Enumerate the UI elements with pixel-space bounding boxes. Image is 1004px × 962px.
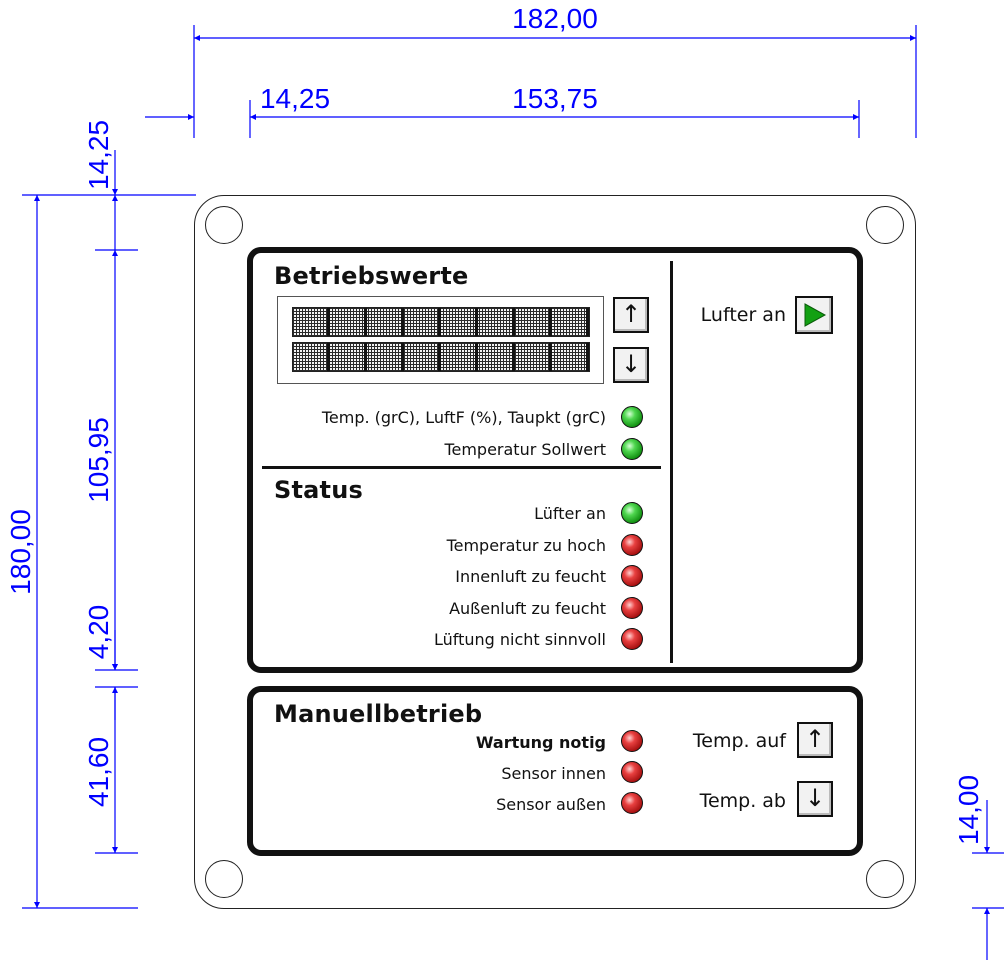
mounting-hole-bottom-right [866, 860, 904, 898]
status-led-fan-on [621, 502, 643, 524]
fan-on-button[interactable] [795, 296, 833, 334]
dim-panel-gap: 4,20 [83, 605, 114, 660]
led-label-measurements: Temp. (grC), LuftF (%), Taupkt (grC) [321, 408, 606, 427]
led-setpoint [621, 438, 643, 460]
status-led-outdoor-humid [621, 597, 643, 619]
manual-label-sensor-inside: Sensor innen [501, 764, 606, 783]
dim-top-offset: 14,25 [83, 120, 114, 190]
arrow-down-icon: ↓ [620, 350, 642, 378]
manual-label-maintenance: Wartung notig [475, 733, 606, 752]
status-label-indoor-humid: Innenluft zu feucht [455, 567, 606, 586]
scroll-up-button[interactable]: ↑ [613, 297, 649, 333]
fan-on-label: Lufter an [700, 304, 786, 326]
temp-up-label: Temp. auf [692, 730, 786, 752]
arrow-down-icon: ↓ [804, 784, 826, 812]
status-led-temp-high [621, 534, 643, 556]
status-label-fan-on: Lüfter an [534, 504, 606, 523]
temp-down-label: Temp. ab [699, 790, 786, 812]
dim-bottom-offset: 14,00 [953, 775, 984, 845]
temp-up-button[interactable]: ↑ [797, 722, 833, 758]
lcd-row-1 [292, 307, 590, 337]
led-label-setpoint: Temperatur Sollwert [444, 440, 606, 459]
manual-title: Manuellbetrieb [274, 700, 483, 728]
manual-led-maintenance [621, 730, 643, 752]
status-title: Status [274, 476, 363, 504]
manual-led-sensor-outside [621, 792, 643, 814]
status-led-indoor-humid [621, 565, 643, 587]
dim-overall-width: 182,00 [512, 3, 598, 34]
dim-lower-panel-height: 41,60 [83, 737, 114, 807]
status-label-outdoor-humid: Außenluft zu feucht [449, 599, 606, 618]
dim-overall-height: 180,00 [5, 509, 36, 595]
scroll-down-button[interactable]: ↓ [613, 347, 649, 383]
status-label-ventilation: Lüftung nicht sinnvoll [433, 630, 606, 649]
manual-led-sensor-inside [621, 761, 643, 783]
status-label-temp-high: Temperatur zu hoch [446, 536, 606, 555]
manual-label-sensor-outside: Sensor außen [496, 795, 606, 814]
status-led-ventilation [621, 628, 643, 650]
play-icon [804, 303, 827, 327]
operating-values-title: Betriebswerte [274, 262, 469, 290]
lcd-row-2 [292, 342, 590, 372]
mounting-hole-top-right [866, 206, 904, 244]
vertical-divider [670, 261, 673, 663]
lower-panel [247, 686, 863, 856]
dim-upper-panel-height: 105,95 [83, 417, 114, 503]
temp-down-button[interactable]: ↓ [797, 781, 833, 817]
lcd-display [277, 296, 604, 384]
dim-panel-width: 153,75 [512, 83, 598, 114]
dim-left-offset: 14,25 [260, 83, 330, 114]
mounting-hole-bottom-left [205, 860, 243, 898]
section-divider [262, 466, 661, 469]
mounting-hole-top-left [205, 206, 243, 244]
arrow-up-icon: ↑ [804, 725, 826, 753]
led-measurements [621, 406, 643, 428]
arrow-up-icon: ↑ [620, 300, 642, 328]
